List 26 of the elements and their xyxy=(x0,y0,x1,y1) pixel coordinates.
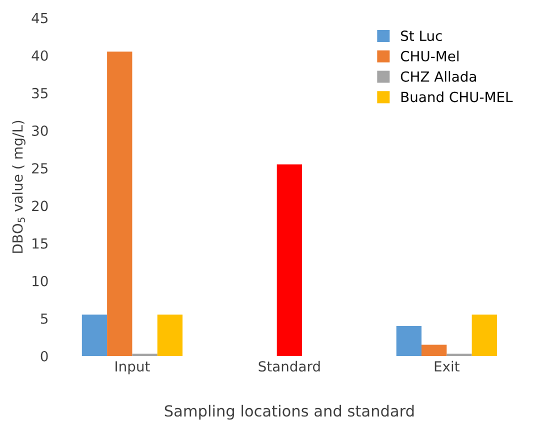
legend-label: CHZ Allada xyxy=(400,71,476,82)
bar xyxy=(472,314,497,356)
y-tick-label: 30 xyxy=(32,126,48,136)
bar xyxy=(107,52,132,356)
y-axis-title: DBO$_{5}$ value ( mg/L) xyxy=(12,120,26,253)
bar xyxy=(422,344,447,356)
bar xyxy=(157,314,183,356)
bar xyxy=(396,326,422,356)
x-tick-label: Input xyxy=(116,361,150,374)
y-tick-label: 10 xyxy=(32,276,48,286)
y-tick-label: 0 xyxy=(40,350,48,362)
y-tick-label: 40 xyxy=(32,50,48,61)
y-tick-label: 25 xyxy=(32,163,48,174)
legend-label: Buand CHU-MEL xyxy=(401,91,513,102)
legend-label: CHU-Mel xyxy=(400,50,458,62)
x-tick-label: Standard xyxy=(258,360,320,372)
y-tick-label: 35 xyxy=(32,88,48,98)
y-tick-label: 15 xyxy=(32,238,48,249)
y-tick-label: 45 xyxy=(32,12,48,24)
y-tick-label: 5 xyxy=(40,314,48,324)
x-axis-title: Sampling locations and standard xyxy=(164,404,414,420)
legend-label: St Luc xyxy=(401,30,442,42)
bar xyxy=(82,314,108,356)
x-tick-label: Exit xyxy=(434,360,460,372)
bar xyxy=(276,164,302,356)
y-tick-label: 20 xyxy=(32,200,48,212)
